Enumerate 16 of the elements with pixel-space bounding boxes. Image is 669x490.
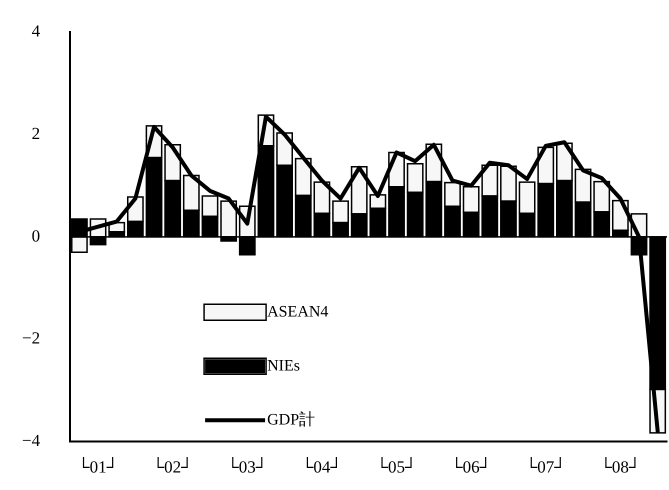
x-tick-label: └01┘ bbox=[78, 456, 119, 476]
y-tick-label: 0 bbox=[32, 226, 40, 246]
x-tick-label: └04┘ bbox=[301, 456, 342, 476]
x-tick-label: └03┘ bbox=[226, 456, 268, 476]
x-tick-label: └02┘ bbox=[152, 456, 194, 476]
x-tick-label: └07┘ bbox=[525, 456, 566, 476]
x-tick-label: └05┘ bbox=[376, 456, 418, 476]
y-tick-label: 2 bbox=[32, 124, 40, 144]
legend-label: GDP計 bbox=[267, 410, 316, 428]
x-tick-label: └06┘ bbox=[450, 456, 492, 476]
y-tick-label: 4 bbox=[32, 22, 41, 41]
y-tick-label: −2 bbox=[22, 328, 40, 348]
y-tick-label: −4 bbox=[22, 431, 41, 450]
legend-label: NIEs bbox=[267, 357, 300, 374]
legend-label: ASEAN4 bbox=[267, 303, 328, 320]
x-tick-label: └08┘ bbox=[600, 456, 641, 476]
